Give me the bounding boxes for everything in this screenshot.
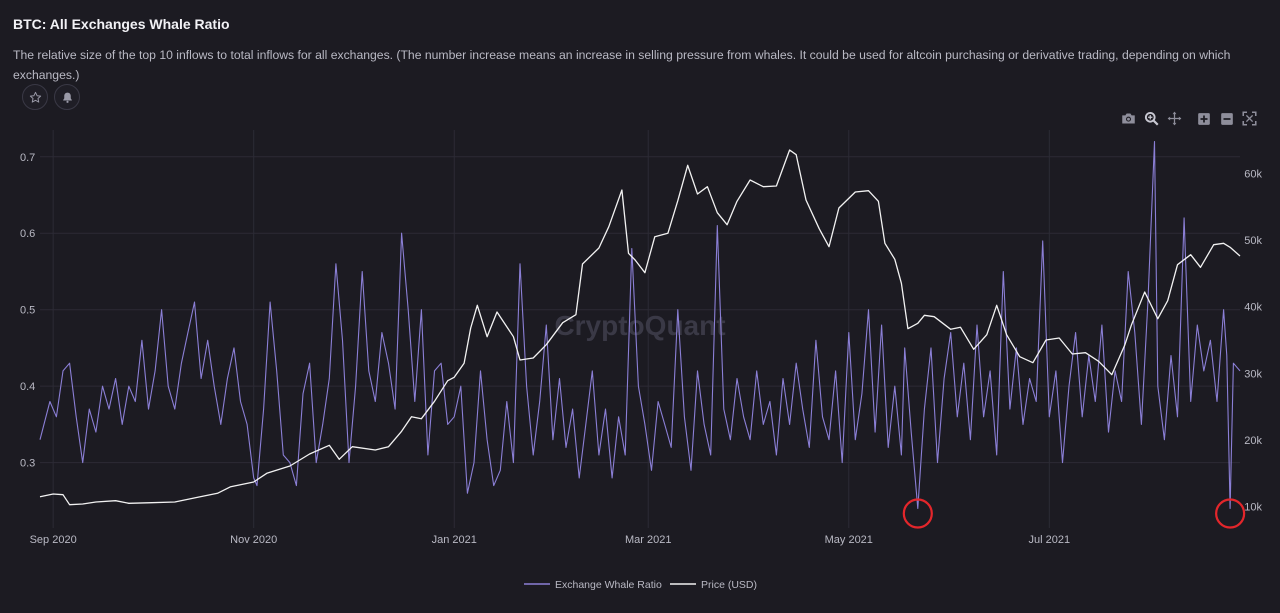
x-tick-label: Jan 2021 [432, 534, 477, 546]
zoom-icon [1144, 111, 1159, 126]
autoscale-button[interactable] [1241, 110, 1258, 127]
camera-icon [1122, 113, 1135, 124]
pan-icon [1167, 111, 1182, 126]
y-left-tick-label: 0.4 [20, 381, 35, 393]
pan-button[interactable] [1166, 110, 1183, 127]
y-left-tick-label: 0.5 [20, 305, 35, 317]
y-left-tick-label: 0.6 [20, 228, 35, 240]
x-tick-label: Jul 2021 [1029, 534, 1071, 546]
y-right-tick-label: 40k [1244, 302, 1262, 314]
download-image-button[interactable] [1120, 110, 1137, 127]
legend-label: Price (USD) [701, 579, 757, 591]
series-lines [39, 140, 1241, 510]
x-tick-label: Nov 2020 [230, 534, 277, 546]
annotations [902, 498, 1246, 529]
star-icon [29, 91, 41, 103]
y-left-tick-label: 0.3 [20, 458, 35, 470]
whale-ratio-line [39, 140, 1241, 510]
y-right-tick-label: 50k [1244, 235, 1262, 247]
favorite-button[interactable] [22, 84, 48, 110]
price-line [39, 149, 1241, 506]
highlight-circle [1215, 498, 1246, 529]
zoom-out-button[interactable] [1218, 110, 1235, 127]
alert-button[interactable] [54, 84, 80, 110]
zoom-in-icon [1197, 112, 1210, 125]
legend: Exchange Whale Ratio Price (USD) [524, 579, 757, 591]
zoom-in-button[interactable] [1195, 110, 1212, 127]
y-left-tick-label: 0.7 [20, 152, 35, 164]
autoscale-icon [1242, 111, 1257, 126]
y-right-tick-label: 60k [1244, 168, 1262, 180]
watermark: CryptoQuant [554, 310, 725, 341]
x-tick-label: Mar 2021 [625, 534, 671, 546]
y-right-tick-label: 10k [1244, 502, 1262, 514]
y-right-tick-label: 30k [1244, 368, 1262, 380]
axes: Sep 2020 Nov 2020 Jan 2021 Mar 2021 May 2021… [20, 152, 1262, 546]
y-right-tick-label: 20k [1244, 435, 1262, 447]
zoom-out-icon [1220, 112, 1233, 125]
grid-lines [40, 130, 1240, 528]
legend-label: Exchange Whale Ratio [555, 579, 662, 591]
x-tick-label: May 2021 [825, 534, 873, 546]
zoom-button[interactable] [1143, 110, 1160, 127]
x-tick-label: Sep 2020 [30, 534, 77, 546]
bell-icon [62, 92, 72, 103]
page-description: The relative size of the top 10 inflows … [13, 48, 1231, 82]
page-title: BTC: All Exchanges Whale Ratio [13, 16, 230, 32]
chart-toolbar [1120, 110, 1258, 127]
highlight-circle [902, 498, 933, 529]
